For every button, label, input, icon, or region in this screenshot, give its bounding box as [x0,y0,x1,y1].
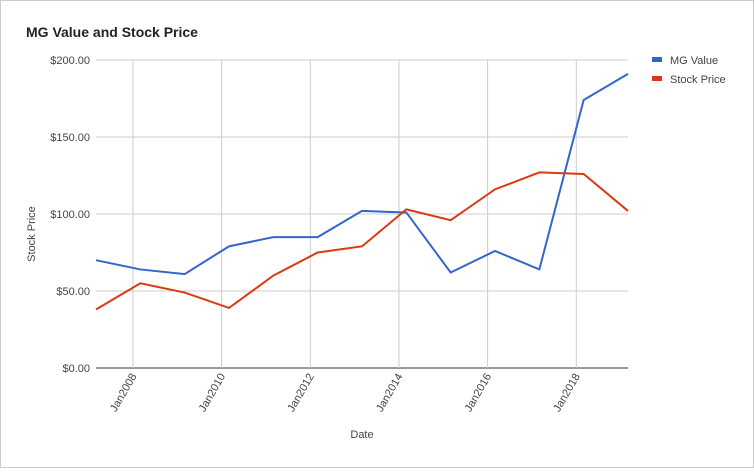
legend-swatch [652,76,662,81]
y-tick-label: $100.00 [50,209,90,221]
legend-swatch [652,57,662,62]
y-tick-label: $0.00 [62,363,90,375]
y-axis-label: Stock Price [26,206,38,262]
legend-label: MG Value [670,55,718,67]
y-tick-label: $50.00 [56,286,90,298]
series-line [95,72,629,276]
x-axis-label: Date [350,429,373,441]
y-tick-label: $150.00 [50,132,90,144]
series-line [95,171,629,311]
chart-title: MG Value and Stock Price [26,24,198,40]
legend-label: Stock Price [670,74,726,86]
y-tick-label: $200.00 [50,55,90,67]
